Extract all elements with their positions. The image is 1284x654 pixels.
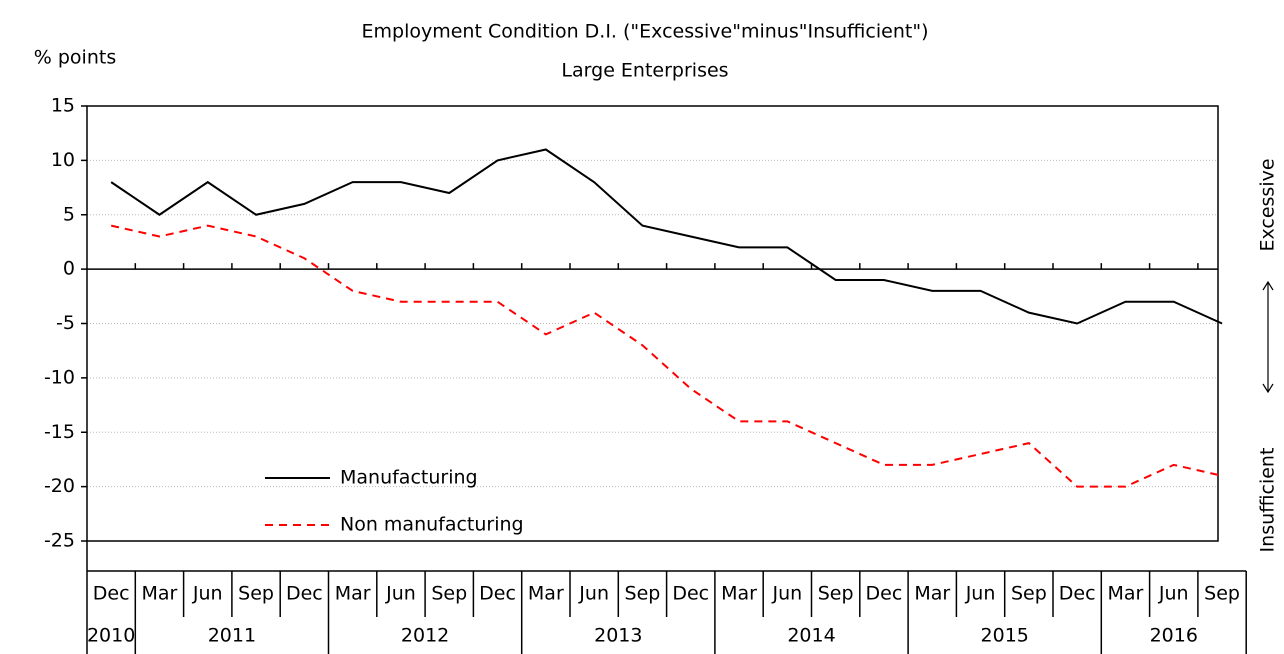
x-tick-label: Jun [385, 583, 416, 605]
x-tick-label: Dec [93, 583, 130, 605]
x-tick-label: Dec [866, 583, 903, 605]
series-line [110, 148, 1223, 325]
x-tick-label: Dec [479, 583, 516, 605]
x-tick-label: Sep [431, 583, 467, 605]
y-tick-label: 0 [63, 258, 75, 280]
x-tick-label: Sep [818, 583, 854, 605]
x-tick-label: Mar [721, 583, 757, 605]
x-tick-label: Jun [578, 583, 609, 605]
y-tick-label: -25 [44, 530, 75, 552]
year-label: 2015 [981, 625, 1029, 647]
series-line [110, 224, 1223, 488]
y-tick-label: -15 [44, 421, 75, 443]
x-tick-label: Dec [286, 583, 323, 605]
chart-subtitle: Large Enterprises [561, 60, 728, 82]
x-tick-label: Mar [914, 583, 950, 605]
x-tick-label: Sep [1011, 583, 1047, 605]
x-tick-label: Sep [1204, 583, 1240, 605]
year-label: 2011 [208, 625, 256, 647]
y-tick-label: 10 [51, 149, 75, 171]
plot-frame [86, 105, 1219, 542]
x-tick-label: Sep [238, 583, 274, 605]
x-tick-label: Mar [1108, 583, 1144, 605]
x-tick-label: Jun [772, 583, 803, 605]
x-tick-label: Jun [192, 583, 223, 605]
y-tick-label: -5 [56, 312, 75, 334]
y-tick-label: -10 [44, 366, 75, 388]
year-label: 2010 [87, 625, 135, 647]
year-label: 2013 [594, 625, 642, 647]
y-tick-label: -20 [44, 475, 75, 497]
y-tick-label: 15 [51, 95, 75, 117]
right-label-top: Excessive [1257, 158, 1279, 251]
year-label: 2016 [1150, 625, 1198, 647]
chart-title: Employment Condition D.I. ("Excessive"mi… [362, 21, 929, 43]
legend-label: Non manufacturing [340, 514, 524, 536]
x-tick-label: Dec [1059, 583, 1096, 605]
x-tick-label: Mar [528, 583, 564, 605]
right-label-bottom: Insufficient [1257, 448, 1279, 553]
x-tick-label: Jun [965, 583, 996, 605]
x-tick-label: Mar [142, 583, 178, 605]
year-label: 2014 [787, 625, 835, 647]
x-tick-label: Jun [1158, 583, 1189, 605]
x-tick-label: Mar [335, 583, 371, 605]
year-label: 2012 [401, 625, 449, 647]
x-tick-label: Dec [672, 583, 709, 605]
y-tick-label: 5 [63, 203, 75, 225]
legend-label: Manufacturing [340, 467, 478, 489]
arrow [1262, 280, 1274, 394]
y-axis-label: % points [34, 47, 116, 69]
x-tick-label: Sep [625, 583, 661, 605]
